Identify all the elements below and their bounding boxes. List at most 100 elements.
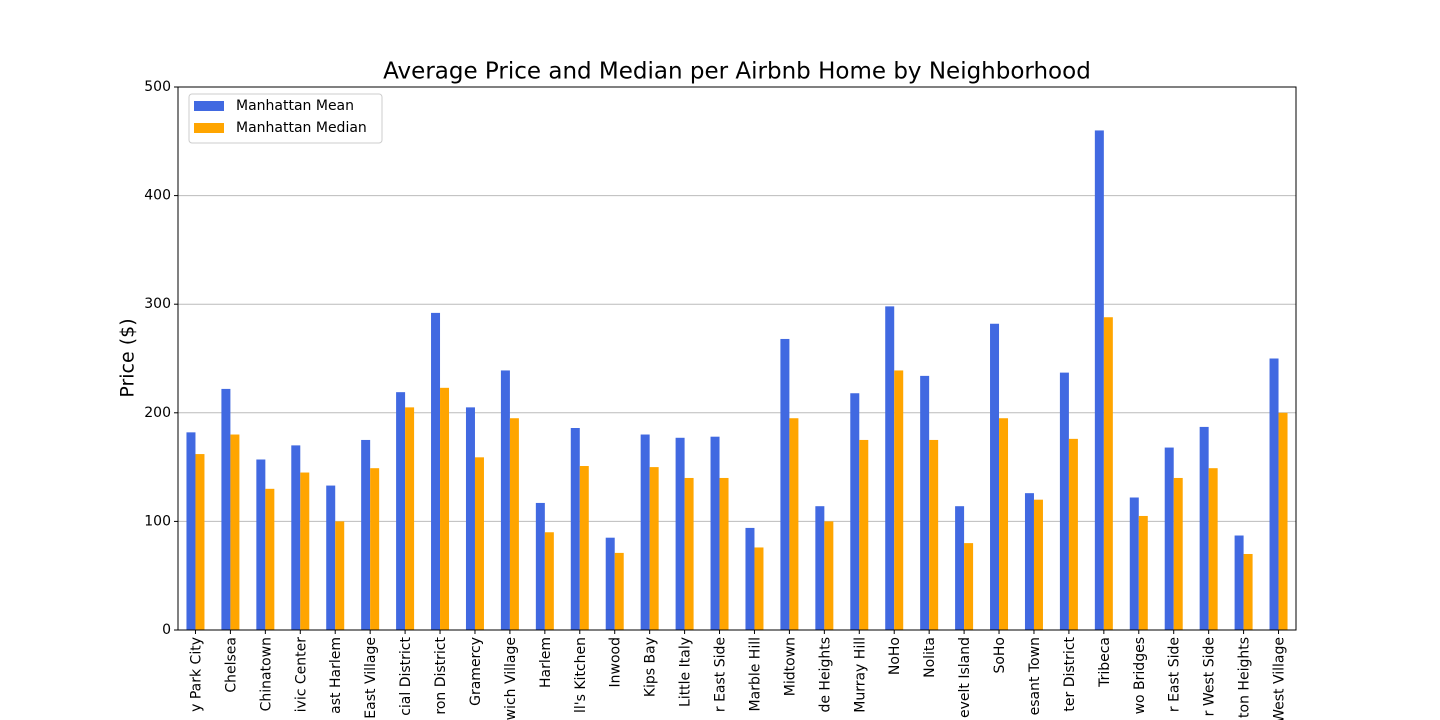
x-tick-label: ron District bbox=[433, 636, 449, 714]
bar bbox=[474, 457, 484, 630]
x-tick-label: de Heights bbox=[817, 637, 833, 713]
bar bbox=[859, 439, 869, 630]
bar bbox=[361, 439, 371, 630]
y-tick-label: 0 bbox=[162, 622, 171, 638]
x-tick-label: Chinatown bbox=[258, 637, 274, 711]
bar bbox=[1059, 372, 1069, 630]
y-axis-label: Price ($) bbox=[117, 318, 139, 397]
y-tick-label: 100 bbox=[144, 513, 171, 529]
bar bbox=[894, 370, 904, 630]
bar bbox=[1243, 553, 1253, 630]
y-tick-label: 300 bbox=[144, 296, 171, 312]
bar bbox=[544, 532, 554, 630]
bar bbox=[990, 323, 1000, 630]
bar bbox=[1024, 493, 1034, 630]
legend-swatch bbox=[194, 123, 224, 133]
y-tick-label: 500 bbox=[144, 79, 171, 95]
x-tick-label: SoHo bbox=[992, 637, 1008, 674]
x-tick-label: ter District bbox=[1062, 636, 1078, 711]
bar bbox=[300, 472, 310, 630]
bar bbox=[1033, 499, 1043, 630]
x-tick-label: Harlem bbox=[538, 637, 554, 688]
x-tick-label: East Village bbox=[363, 637, 379, 719]
bar bbox=[1234, 535, 1244, 630]
bar bbox=[1164, 447, 1174, 630]
x-tick-label: wo Bridges bbox=[1132, 637, 1148, 714]
x-tick-label: evelt Island bbox=[957, 637, 973, 718]
legend-swatch bbox=[194, 101, 224, 111]
bar bbox=[780, 338, 790, 630]
bar bbox=[1129, 497, 1139, 630]
bar bbox=[955, 506, 965, 630]
bar bbox=[195, 454, 205, 630]
x-tick-label: wich Village bbox=[503, 637, 519, 720]
bar bbox=[885, 306, 895, 630]
bar bbox=[465, 407, 475, 630]
bar bbox=[440, 387, 450, 630]
x-tick-label: Little Italy bbox=[678, 637, 694, 707]
bar bbox=[1068, 438, 1078, 630]
x-tick-label: Nolita bbox=[922, 637, 938, 678]
bar bbox=[431, 312, 441, 630]
x-tick-label: Tribeca bbox=[1097, 637, 1113, 688]
bar bbox=[719, 477, 729, 630]
y-tick-label: 200 bbox=[144, 405, 171, 421]
bar bbox=[1138, 515, 1148, 630]
x-tick-label: r East Side bbox=[1167, 637, 1183, 712]
bar bbox=[1269, 358, 1279, 630]
bar bbox=[256, 459, 266, 630]
bar bbox=[710, 436, 720, 630]
bar bbox=[1173, 477, 1183, 630]
bar bbox=[1199, 426, 1209, 630]
bar bbox=[186, 432, 196, 630]
bar bbox=[964, 543, 974, 630]
x-tick-label: ll's Kitchen bbox=[573, 637, 589, 713]
legend-label: Manhattan Mean bbox=[236, 98, 354, 114]
bar bbox=[920, 375, 930, 630]
bar bbox=[824, 521, 834, 630]
bar bbox=[1094, 130, 1104, 630]
x-tick-label: cial District bbox=[398, 636, 414, 715]
bar bbox=[509, 418, 519, 630]
bar bbox=[1103, 317, 1113, 630]
x-tick-label: NoHo bbox=[887, 637, 903, 675]
bar bbox=[370, 468, 380, 630]
bar bbox=[335, 521, 345, 630]
bar bbox=[999, 418, 1009, 630]
bar bbox=[684, 477, 694, 630]
x-tick-label: Marble Hill bbox=[747, 637, 763, 711]
bar bbox=[326, 485, 336, 630]
bar bbox=[405, 407, 415, 630]
x-tick-label: r East Side bbox=[713, 637, 729, 712]
x-tick-label: ton Heights bbox=[1237, 637, 1253, 718]
plot-frame bbox=[177, 86, 1297, 631]
x-tick-label: Midtown bbox=[782, 637, 798, 696]
x-tick-label: Gramercy bbox=[468, 637, 484, 706]
x-tick-label: ivic Center bbox=[293, 637, 309, 713]
bar bbox=[221, 388, 231, 630]
legend: Manhattan Mean Manhattan Median bbox=[188, 93, 383, 144]
chart-title: Average Price and Median per Airbnb Home… bbox=[383, 59, 1091, 85]
bar bbox=[291, 445, 301, 630]
x-tick-label: West Village bbox=[1272, 637, 1288, 720]
bar bbox=[265, 488, 275, 630]
bar bbox=[1278, 412, 1288, 630]
bar bbox=[745, 527, 755, 630]
bar bbox=[649, 467, 659, 630]
x-tick-label: y Park City bbox=[188, 637, 204, 712]
bar bbox=[1208, 468, 1218, 630]
bar bbox=[815, 506, 825, 630]
bar bbox=[570, 428, 580, 630]
bar bbox=[789, 418, 799, 630]
bar bbox=[396, 392, 406, 630]
bar bbox=[230, 434, 240, 630]
x-tick-label: ast Harlem bbox=[328, 637, 344, 714]
bar bbox=[500, 370, 510, 630]
bar bbox=[535, 502, 545, 630]
x-tick-label: esant Town bbox=[1027, 637, 1043, 715]
x-tick-label: Chelsea bbox=[223, 637, 239, 693]
bar bbox=[929, 439, 939, 630]
y-tick-label: 400 bbox=[144, 188, 171, 204]
legend-label: Manhattan Median bbox=[236, 120, 367, 136]
